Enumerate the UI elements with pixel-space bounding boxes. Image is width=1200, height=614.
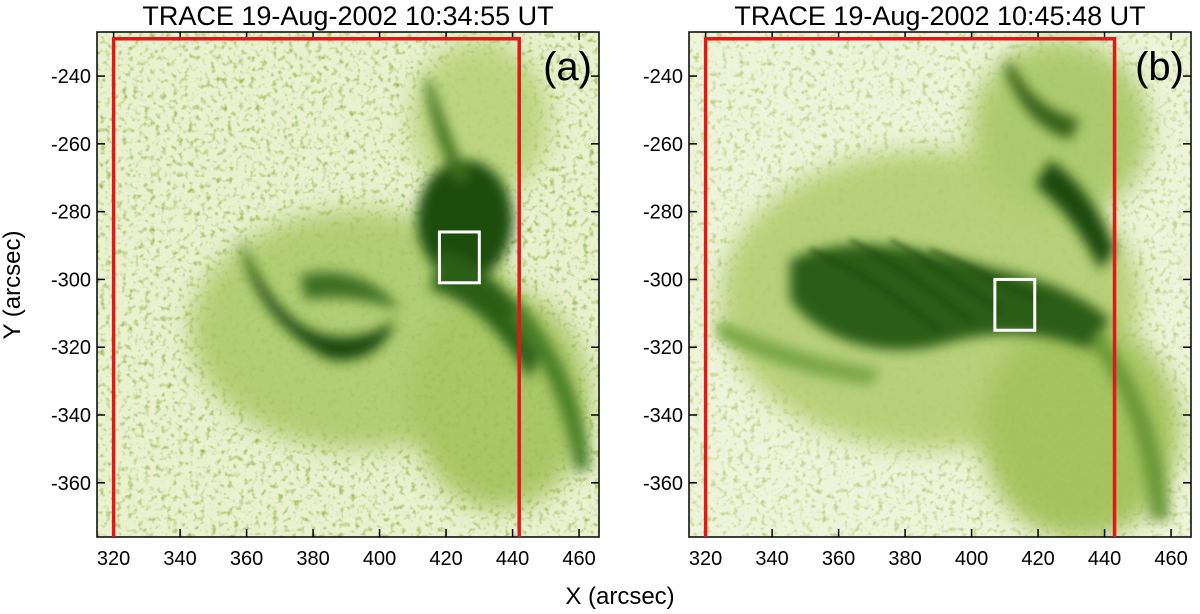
panel-a: 320 340 360 380 400 420 440 460 -240 -260 -280 -300…: [51, 1, 600, 570]
y-axis-label: Y (arcsec): [0, 231, 26, 340]
red-region-outline: [111, 37, 521, 537]
y-tick-label: -340: [643, 405, 683, 427]
white-roi-box: [993, 277, 1037, 332]
panel-a-frame: [96, 31, 600, 538]
x-axis-label: X (arcsec): [565, 583, 674, 610]
x-tick-label: 320: [97, 548, 130, 570]
y-tick-label: -360: [51, 473, 91, 495]
panel-a-image: [97, 32, 599, 537]
x-tick-label: 460: [562, 548, 595, 570]
panel-a-overlays: [111, 37, 521, 537]
x-tick-label: 320: [689, 548, 722, 570]
panel-a-label: (a): [543, 45, 592, 89]
x-tick-label: 340: [163, 548, 196, 570]
panel-a-title: TRACE 19-Aug-2002 10:34:55 UT: [142, 1, 553, 31]
x-tick-label: 440: [496, 548, 529, 570]
x-tick-label: 360: [822, 548, 855, 570]
y-tick-label: -300: [643, 269, 683, 291]
panel-b-title: TRACE 19-Aug-2002 10:45:48 UT: [734, 1, 1145, 31]
y-tick-label: -260: [51, 134, 91, 156]
x-tick-label: 340: [755, 548, 788, 570]
y-tick-label: -320: [643, 337, 683, 359]
y-tick-label: -240: [643, 66, 683, 88]
red-region-outline: [703, 37, 1117, 537]
panel-b-image: [689, 32, 1191, 537]
x-tick-label: 380: [296, 548, 329, 570]
panel-b: 320 340 360 380 400 420 440 460 -240 -260 -280 -300…: [643, 1, 1192, 570]
y-tick-label: -340: [51, 405, 91, 427]
panel-b-ticks: 320 340 360 380 400 420 440 460 -240 -260 -280 -300…: [643, 32, 1191, 570]
x-tick-label: 380: [888, 548, 921, 570]
panel-b-frame: [688, 31, 1192, 538]
y-tick-label: -240: [51, 66, 91, 88]
y-tick-label: -300: [51, 269, 91, 291]
panel-b-label: (b): [1135, 45, 1184, 89]
y-tick-label: -280: [643, 202, 683, 224]
x-tick-label: 400: [955, 548, 988, 570]
y-tick-label: -260: [643, 134, 683, 156]
white-roi-box: [437, 230, 481, 285]
x-tick-label: 460: [1154, 548, 1187, 570]
x-tick-label: 400: [363, 548, 396, 570]
y-tick-label: -320: [51, 337, 91, 359]
panel-b-overlays: [703, 37, 1117, 537]
x-tick-label: 420: [1021, 548, 1054, 570]
panel-a-ticks: 320 340 360 380 400 420 440 460 -240 -260 -280 -300…: [51, 32, 599, 570]
x-tick-label: 360: [230, 548, 263, 570]
y-tick-label: -360: [643, 473, 683, 495]
x-tick-label: 420: [429, 548, 462, 570]
x-tick-label: 440: [1088, 548, 1121, 570]
y-tick-label: -280: [51, 202, 91, 224]
